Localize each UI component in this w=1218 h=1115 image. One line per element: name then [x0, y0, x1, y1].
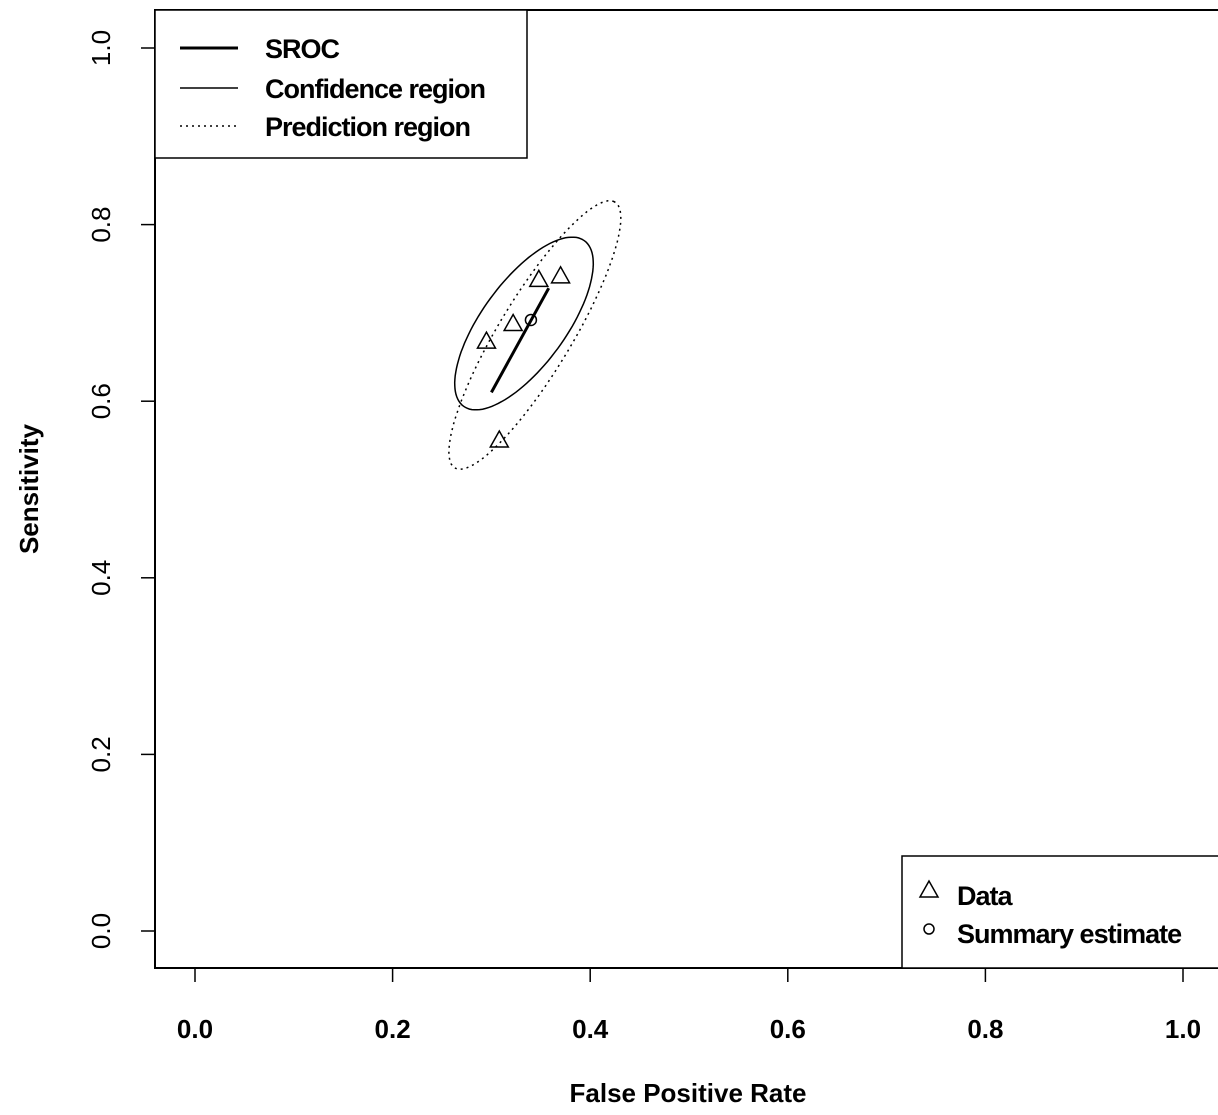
y-axis: 0.0 0.2 0.4 0.6 0.8 1.0 — [86, 30, 156, 949]
y-tick-label: 0.2 — [86, 736, 116, 772]
x-tick-label: 0.0 — [177, 1014, 213, 1044]
legend-data-label: Data — [957, 881, 1014, 911]
data-point — [528, 268, 550, 288]
legend-lines: SROC Confidence region Prediction region — [154, 9, 528, 159]
legend-markers-box — [901, 855, 1218, 969]
x-tick-label: 0.4 — [572, 1014, 609, 1044]
legend-confidence-label: Confidence region — [265, 74, 485, 104]
y-axis-label: Sensitivity — [14, 423, 44, 554]
data-point — [489, 429, 510, 448]
x-tick-label: 0.6 — [770, 1014, 806, 1044]
legend-sroc-label: SROC — [265, 34, 340, 64]
legend-data-swatch — [918, 879, 940, 898]
sroc-line — [490, 287, 551, 394]
y-tick-label: 0.8 — [86, 207, 116, 243]
legend-prediction-label: Prediction region — [265, 112, 470, 142]
x-axis: 0.0 0.2 0.4 0.6 0.8 1.0 — [177, 967, 1201, 1044]
y-tick-label: 0.0 — [86, 913, 116, 949]
y-tick-label: 1.0 — [86, 30, 116, 66]
legend-summary-swatch — [923, 923, 935, 935]
legend-markers: Data Summary estimate — [901, 855, 1218, 969]
x-tick-label: 0.2 — [375, 1014, 411, 1044]
y-tick-label: 0.4 — [86, 560, 116, 596]
data-point — [476, 330, 497, 349]
confidence-region — [453, 236, 595, 411]
prediction-region — [448, 199, 622, 470]
data-marks — [476, 265, 571, 448]
summary-estimate-point — [524, 313, 538, 327]
x-tick-label: 0.8 — [967, 1014, 1003, 1044]
x-tick-label: 1.0 — [1165, 1014, 1201, 1044]
y-tick-label: 0.6 — [86, 383, 116, 419]
data-point — [550, 265, 571, 284]
x-axis-label: False Positive Rate — [570, 1078, 807, 1108]
data-point — [502, 312, 524, 332]
legend-summary-label: Summary estimate — [957, 919, 1182, 949]
regions — [448, 199, 622, 470]
legend-lines-box — [154, 9, 528, 159]
